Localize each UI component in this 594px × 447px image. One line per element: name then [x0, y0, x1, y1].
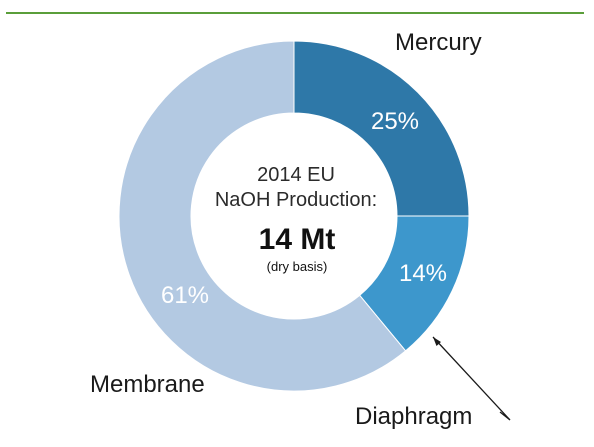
slice-name-membrane: Membrane: [90, 371, 205, 398]
slice-name-mercury: Mercury: [395, 29, 482, 56]
center-title-line1: 2014 EU: [257, 164, 335, 186]
slice-value-membrane: 61%: [161, 282, 209, 309]
leader-line: [432, 336, 511, 421]
diaphragm-leader-line: [432, 336, 511, 421]
center-title-line2: NaOH Production:: [215, 189, 377, 211]
donut-slices: [118, 40, 470, 392]
slice-value-diaphragm: 14%: [399, 260, 447, 287]
slice-mercury: [293, 40, 470, 217]
center-note: (dry basis): [267, 259, 328, 274]
slice-membrane: [118, 40, 407, 392]
leader-arrowhead: [433, 337, 441, 346]
center-total: 14 Mt: [259, 223, 336, 256]
slice-name-diaphragm: Diaphragm: [355, 403, 472, 430]
top-rule: [6, 12, 584, 14]
slice-value-mercury: 25%: [371, 108, 419, 135]
